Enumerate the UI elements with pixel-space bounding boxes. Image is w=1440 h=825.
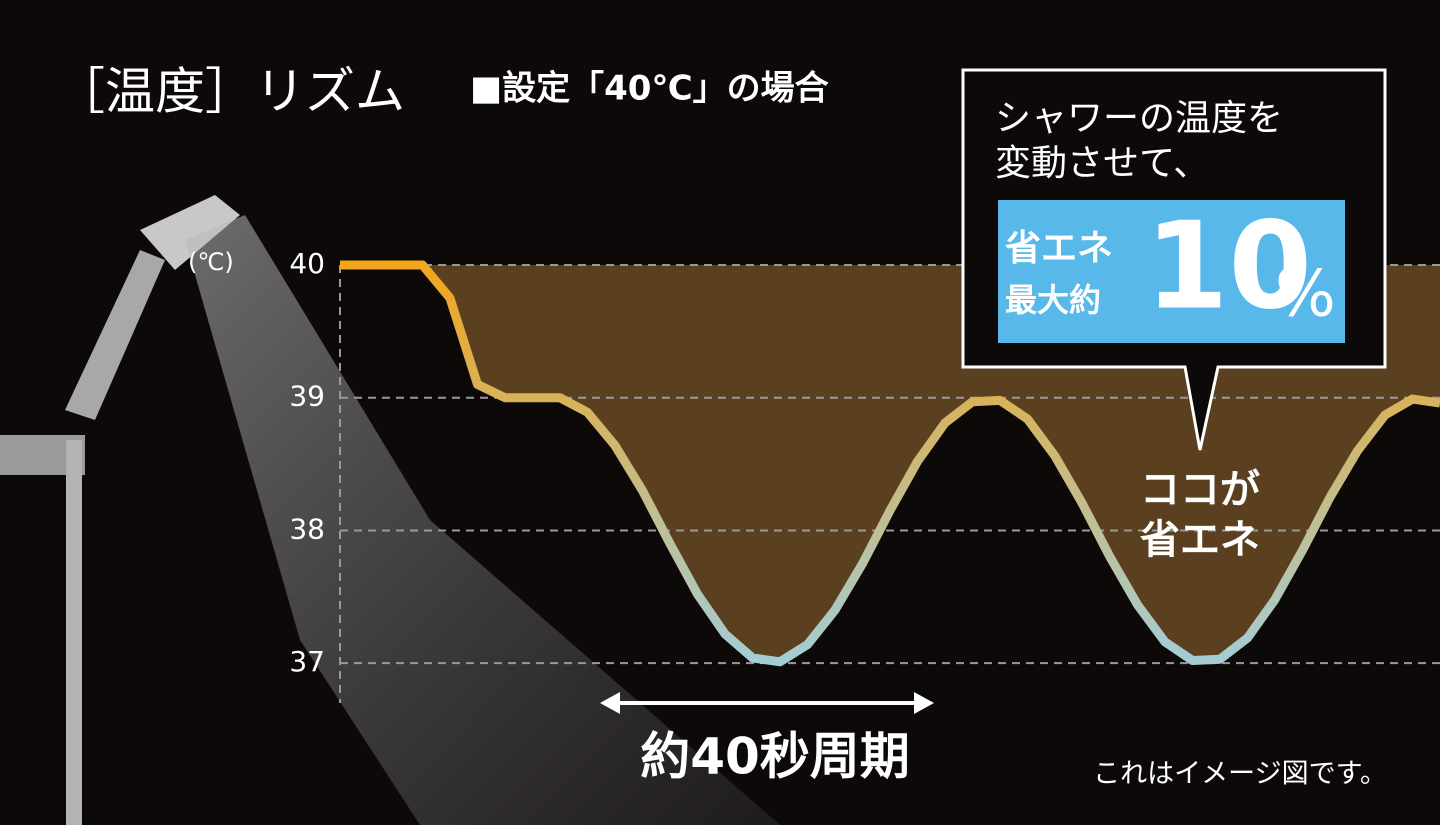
y-unit: (℃) (188, 248, 234, 276)
y-tick-label: 37 (289, 645, 325, 678)
chart-title: ［温度］リズム (55, 63, 405, 121)
y-tick-label: 40 (289, 247, 325, 280)
y-tick-label: 38 (289, 512, 325, 545)
period-arrow (600, 692, 934, 714)
chart-subtitle: ■設定「40℃」の場合 (470, 69, 829, 109)
badge (998, 200, 1345, 343)
period-label: 約40秒周期 (640, 728, 910, 786)
y-tick-label: 39 (289, 380, 325, 413)
badge-unit: % (1275, 258, 1336, 332)
callout-line: 変動させて、 (995, 143, 1209, 184)
pointer-label: ココが (1140, 467, 1260, 513)
line (340, 260, 1440, 667)
callout-line: シャワーの温度を (995, 98, 1283, 139)
badge-line: 最大約 (1005, 281, 1101, 319)
shower-illustration (0, 195, 780, 825)
badge-line: 省エネ (1005, 228, 1113, 269)
note: これはイメージ図です。 (1093, 759, 1387, 790)
badge-number: 10 (1145, 198, 1312, 337)
pointer-label: 省エネ (1140, 517, 1260, 563)
